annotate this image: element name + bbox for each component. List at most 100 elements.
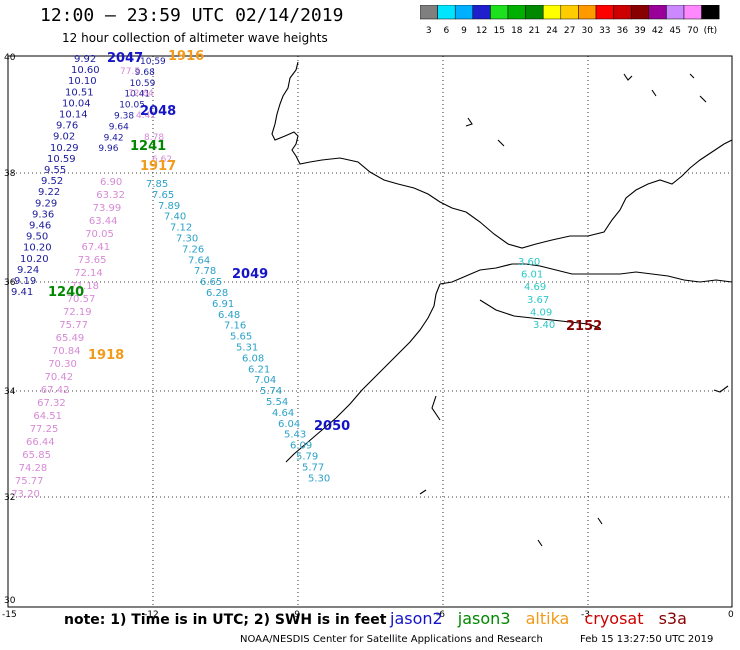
- wave-height-label: 9.29: [35, 198, 57, 209]
- wave-height-label: 7.64: [188, 255, 210, 266]
- wave-height-label: 10.51: [65, 87, 94, 98]
- wave-height-label: 6.48: [218, 310, 240, 321]
- wave-height-label: 65.49: [56, 333, 85, 344]
- lon-tick-label: -3: [581, 610, 590, 620]
- colorbar-label: 9: [461, 26, 467, 36]
- lon-tick-label: 0: [728, 610, 734, 620]
- lat-tick-label: 34: [4, 387, 16, 397]
- wave-height-label: 6.90: [100, 177, 122, 188]
- colorbar-label: 3: [426, 26, 432, 36]
- wave-height-label: 5.65: [230, 332, 252, 343]
- colorbar-label: 42: [652, 26, 663, 36]
- legend-entry-jason2: jason2: [390, 609, 443, 628]
- wave-height-label: 66.44: [26, 437, 55, 448]
- colorbar-label: 45: [669, 26, 680, 36]
- altimeter-tracks: 9.9210.6010.1010.5110.0410.149.769.0210.…: [11, 49, 602, 500]
- wave-height-label: 7.04: [254, 375, 276, 386]
- wave-height-label: 70.30: [48, 359, 77, 370]
- wave-height-label: 10.59: [130, 79, 156, 89]
- wave-height-label: 9.92: [74, 54, 96, 65]
- legend-entry-cryosat: cryosat: [584, 609, 644, 628]
- wave-height-label: 72.14: [74, 268, 103, 279]
- wave-height-label: 9.76: [56, 121, 78, 132]
- wave-height-label: 7.78: [194, 266, 216, 277]
- wave-height-label: 9.68: [135, 68, 155, 78]
- coastline: [271, 61, 733, 547]
- wave-height-label: 5.31: [236, 343, 258, 354]
- wave-height-label: 73.20: [11, 489, 40, 500]
- wave-height-label: 5.77: [302, 462, 324, 473]
- pass-id-label: 1241: [130, 139, 166, 154]
- colorbar-label: 39: [634, 26, 646, 36]
- colorbar-label: 12: [476, 26, 487, 36]
- wave-height-label: 5.79: [296, 452, 318, 463]
- wave-height-label: 4.69: [524, 282, 546, 293]
- wave-height-label: 9.22: [38, 187, 60, 198]
- wave-height-label: 6.08: [242, 353, 264, 364]
- lat-tick-label: 40: [4, 53, 16, 63]
- wave-height-label: 5.43: [284, 430, 306, 441]
- wave-height-label: 77.25: [30, 424, 59, 435]
- wave-height-label: 10.59: [140, 57, 166, 67]
- wave-height-label: 9.19: [14, 276, 36, 287]
- lat-tick-label: 36: [4, 278, 16, 288]
- wave-height-label: 10.29: [50, 143, 79, 154]
- wave-height-label: 4.09: [530, 307, 552, 318]
- colorbar-label: 27: [564, 26, 575, 36]
- pass-id-label: 2050: [314, 419, 350, 434]
- colorbar-swatch: [701, 5, 720, 20]
- wave-height-label: 70.84: [52, 346, 81, 357]
- colorbar-label: 18: [511, 26, 523, 36]
- wave-height-label: 7.30: [176, 234, 198, 245]
- wave-height-label: 3.40: [533, 320, 555, 331]
- wave-height-label: 70.42: [45, 372, 74, 383]
- wave-height-label: 9.52: [41, 176, 63, 187]
- wave-height-label: 6.21: [248, 364, 270, 375]
- wave-height-label: 63.32: [96, 190, 125, 201]
- wave-height-label: 7.40: [164, 212, 186, 223]
- longitude-ticks: -15 -12 -9 -6 -3 0: [2, 610, 734, 620]
- lon-tick-label: -9: [291, 610, 300, 620]
- wave-height-label: 9.46: [29, 221, 51, 232]
- wave-height-label: 67.42: [41, 385, 70, 396]
- figure-subtitle: 12 hour collection of altimeter wave hei…: [62, 31, 328, 45]
- wave-height-label: 9.02: [53, 132, 75, 143]
- wave-height-label: 67.41: [82, 242, 111, 253]
- pass-id-label: 1916: [168, 49, 204, 64]
- latitude-ticks: 40 38 36 34 32 30: [4, 53, 16, 606]
- wave-height-label: 70.57: [67, 294, 96, 305]
- wave-height-label: 75.77: [59, 320, 88, 331]
- wave-height-label: 4.42: [136, 111, 156, 121]
- pass-id-label: 1240: [48, 285, 84, 300]
- wave-height-label: 10.41: [124, 90, 150, 100]
- wave-height-label: 9.36: [32, 209, 54, 220]
- wave-height-label: 10.05: [119, 101, 145, 111]
- colorbar-label: 33: [599, 26, 610, 36]
- wave-height-label: 5.54: [266, 397, 288, 408]
- wave-height-label: 7.85: [146, 179, 168, 190]
- wave-height-label: 65.85: [22, 450, 51, 461]
- pass-id-label: 2152: [566, 319, 602, 334]
- colorbar-label: 6: [444, 26, 450, 36]
- colorbar-label: 15: [493, 26, 504, 36]
- colorbar-label: 24: [546, 26, 558, 36]
- figure-title: 12:00 – 23:59 UTC 02/14/2019: [40, 5, 344, 26]
- wave-height-label: 8.78: [144, 133, 164, 143]
- wave-height-label: 7.12: [170, 223, 192, 234]
- colorbar-label: 30: [581, 26, 593, 36]
- wave-height-label: 72.19: [63, 307, 92, 318]
- wave-height-label: 10.10: [68, 76, 97, 87]
- wave-height-label: 10.04: [62, 98, 91, 109]
- lat-tick-label: 38: [4, 169, 16, 179]
- wave-height-label: 6.01: [521, 270, 543, 281]
- wave-height-label: 73.65: [78, 255, 107, 266]
- map-frame: [7, 55, 733, 608]
- wave-height-label: 9.42: [104, 133, 124, 143]
- wave-height-label: 9.24: [17, 265, 39, 276]
- wave-height-label: 6.91: [212, 299, 234, 310]
- colorbar-label: 70: [687, 26, 699, 36]
- wave-height-label: 10.20: [20, 254, 49, 265]
- wave-height-label: 73.99: [93, 203, 122, 214]
- wave-height-label: 10.59: [47, 154, 76, 165]
